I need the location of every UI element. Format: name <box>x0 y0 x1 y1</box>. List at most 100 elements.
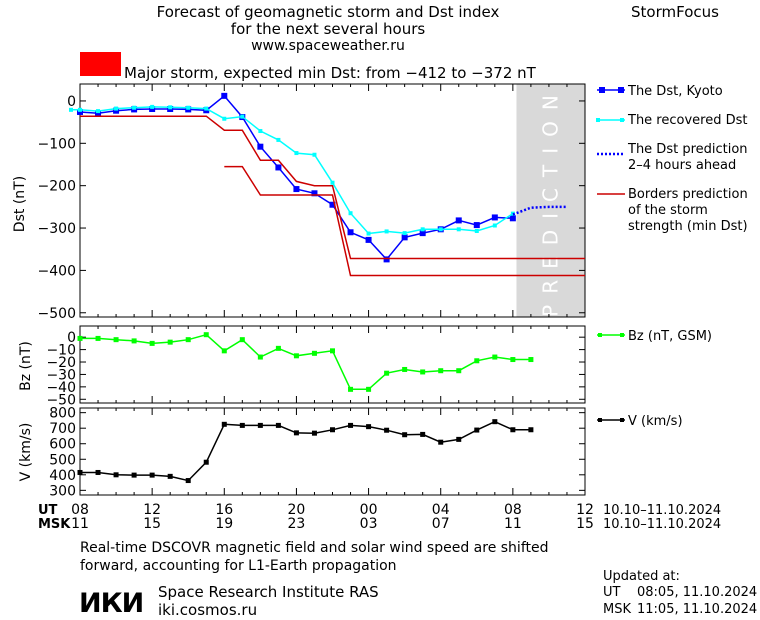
updated-label: Updated at: <box>603 569 680 584</box>
series-line-dst-1 <box>71 106 514 235</box>
footer-note-line1: Real-time DSCOVR magnetic field and sola… <box>80 540 549 556</box>
plot-frame <box>79 325 586 404</box>
data-point-v <box>456 436 462 442</box>
legend-bz-marker <box>598 333 602 337</box>
ut-tick-label: 20 <box>288 502 306 518</box>
data-point-bz <box>95 335 101 341</box>
series-line-dst-4 <box>224 165 585 277</box>
data-point-v <box>384 427 390 433</box>
updated-msk: 11:05, 11.10.2024 <box>637 602 757 617</box>
legend-recovered: The recovered Dst <box>627 113 747 128</box>
y-tick-label: 500 <box>49 452 76 468</box>
legend-borders-1: Borders prediction <box>628 187 748 202</box>
data-point-bz <box>167 339 173 345</box>
legend-bz-marker <box>620 333 624 337</box>
data-point-v <box>113 472 119 478</box>
data-point-dst <box>330 180 335 185</box>
data-point-bz <box>474 358 480 364</box>
data-point-v <box>275 422 281 428</box>
chart-title-line2: for the next several hours <box>231 20 426 38</box>
data-point-dst <box>384 229 389 234</box>
prediction-label: PREDICTION <box>539 84 563 317</box>
data-point-dst <box>294 151 299 156</box>
data-point-bz <box>330 348 335 354</box>
data-point-v <box>474 427 480 433</box>
msk-date-range: 10.10–11.10.2024 <box>603 517 721 532</box>
msk-tick-label: 11 <box>71 516 89 532</box>
data-point-bz <box>239 337 245 343</box>
data-point-dst <box>455 217 462 224</box>
data-point-v <box>402 432 408 438</box>
data-point-dst <box>276 137 281 142</box>
msk-tick-label: 23 <box>288 516 306 532</box>
data-point-v <box>95 469 101 475</box>
dst-axis-label: Dst (nT) <box>12 176 28 232</box>
legend-borders-3: strength (min Dst) <box>628 219 748 234</box>
series-line-dst-0 <box>79 94 513 261</box>
series-line-bz-0 <box>80 333 531 391</box>
data-point-v <box>293 430 299 436</box>
y-tick-label: −30 <box>46 367 76 383</box>
legend-v: V (km/s) <box>628 414 683 429</box>
data-point-bz <box>113 337 119 343</box>
legend-prediction-2: 2–4 hours ahead <box>628 158 736 173</box>
updated-msk-label: MSK <box>603 602 631 617</box>
legend-dst-kyoto-marker <box>618 87 624 93</box>
legend-recovered-marker <box>596 118 600 122</box>
data-point-dst <box>474 229 479 234</box>
ut-date-range: 10.10–11.10.2024 <box>603 503 721 518</box>
y-tick-label: 700 <box>49 421 76 437</box>
legend-v-marker <box>620 418 624 422</box>
plot-frame <box>79 83 586 318</box>
data-point-dst <box>68 107 73 112</box>
ut-tick-label: 08 <box>71 502 89 518</box>
iki-logo: ИКИ <box>79 588 143 619</box>
y-tick-label: 0 <box>67 94 76 110</box>
data-point-bz <box>275 345 281 351</box>
data-point-v <box>438 439 444 445</box>
data-point-dst <box>420 227 425 232</box>
data-point-bz <box>149 340 155 346</box>
y-tick-label: −20 <box>46 355 76 371</box>
data-point-dst <box>509 215 516 222</box>
ut-tick-label: 04 <box>432 502 450 518</box>
data-point-dst <box>492 223 497 228</box>
ut-tick-label: 12 <box>576 502 594 518</box>
msk-tick-label: 15 <box>143 516 161 532</box>
data-point-bz <box>420 369 426 375</box>
y-tick-label: −40 <box>46 380 76 396</box>
data-point-v <box>492 419 498 425</box>
y-tick-label: 800 <box>49 406 76 422</box>
data-point-dst <box>114 106 119 111</box>
y-tick-label: 400 <box>49 468 76 484</box>
series-line-v-0 <box>80 420 531 482</box>
data-point-v <box>149 472 155 478</box>
updated-ut-label: UT <box>603 585 621 600</box>
data-point-dst <box>95 110 102 117</box>
y-tick-label: −100 <box>38 136 76 152</box>
v-axis-label: V (km/s) <box>18 423 34 482</box>
bz-axis-label: Bz (nT) <box>18 341 34 391</box>
data-point-dst <box>222 116 227 121</box>
y-tick-label: −400 <box>38 263 76 279</box>
legend-dst-kyoto-marker <box>599 87 605 93</box>
data-point-v <box>257 422 263 428</box>
data-point-bz <box>384 370 390 376</box>
legend: The Dst, Kyoto The recovered Dst The Dst… <box>596 84 748 429</box>
msk-label: MSK <box>38 517 71 532</box>
msk-tick-label: 19 <box>215 516 233 532</box>
series-line-dst-3 <box>80 115 585 260</box>
data-point-v <box>203 459 209 465</box>
data-point-v <box>420 431 426 437</box>
data-point-dst <box>78 107 82 112</box>
y-tick-label: −500 <box>38 306 76 322</box>
data-point-bz <box>510 357 516 363</box>
data-point-bz <box>131 338 137 344</box>
data-point-bz <box>366 386 372 392</box>
data-point-dst <box>419 230 426 237</box>
storm-alert-swatch <box>80 52 121 76</box>
data-point-v <box>348 422 354 428</box>
institute-site: iki.cosmos.ru <box>158 601 257 619</box>
legend-v-marker <box>598 418 602 422</box>
